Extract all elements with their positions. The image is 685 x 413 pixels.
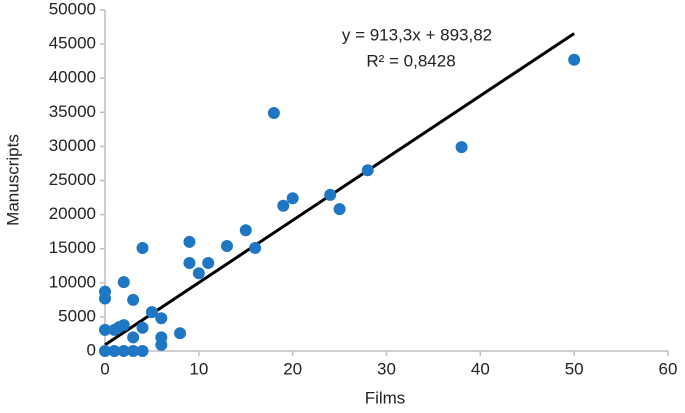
data-point: [117, 345, 130, 357]
trendline: [104, 32, 575, 347]
data-point: [324, 188, 337, 201]
data-point: [249, 242, 262, 255]
x-tick-label: 20: [283, 359, 302, 378]
data-point: [239, 224, 252, 237]
data-point: [108, 345, 121, 357]
data-point: [183, 235, 196, 248]
data-point: [455, 141, 468, 154]
data-point: [117, 276, 130, 289]
x-axis-label: Films: [365, 388, 406, 407]
data-point: [267, 106, 280, 119]
trend-equation: y = 913,3x + 893,82: [342, 25, 492, 44]
x-tick-label: 10: [189, 359, 208, 378]
y-tick-label: 25000: [49, 170, 96, 189]
y-tick-label: 30000: [49, 136, 96, 155]
data-point: [277, 199, 290, 212]
y-axis-label: Manuscripts: [3, 134, 22, 226]
data-point: [99, 323, 111, 336]
y-tick-label: 0: [87, 340, 96, 359]
data-point: [333, 203, 346, 216]
data-point: [361, 164, 374, 177]
data-point: [127, 293, 140, 306]
y-tick-label: 10000: [49, 272, 96, 291]
y-tick-label: 40000: [49, 68, 96, 87]
data-point: [145, 306, 158, 319]
y-tick-label: 15000: [49, 238, 96, 257]
data-point: [99, 292, 111, 305]
y-tick-label: 5000: [58, 306, 96, 325]
data-point: [183, 257, 196, 270]
data-point: [136, 242, 149, 255]
x-tick-label: 0: [100, 359, 109, 378]
data-point: [192, 267, 205, 280]
data-point: [202, 257, 215, 270]
data-point: [136, 345, 149, 357]
y-tick-label: 20000: [49, 204, 96, 223]
data-point: [174, 327, 187, 340]
data-point: [99, 345, 111, 357]
data-point: [155, 338, 168, 351]
data-point: [155, 312, 168, 325]
y-tick-label: 50000: [49, 0, 96, 18]
y-tick-label: 45000: [49, 34, 96, 53]
trend-r2: R² = 0,8428: [366, 51, 455, 70]
data-point: [220, 239, 233, 252]
x-tick-label: 50: [565, 359, 584, 378]
x-tick-label: 30: [377, 359, 396, 378]
y-tick-label: 35000: [49, 102, 96, 121]
data-point: [568, 53, 581, 66]
x-tick-label: 60: [659, 359, 678, 378]
data-point: [127, 331, 140, 344]
data-point: [286, 192, 299, 205]
data-point: [127, 345, 140, 357]
data-point: [117, 319, 130, 332]
x-tick-label: 40: [471, 359, 490, 378]
data-point: [136, 321, 149, 334]
